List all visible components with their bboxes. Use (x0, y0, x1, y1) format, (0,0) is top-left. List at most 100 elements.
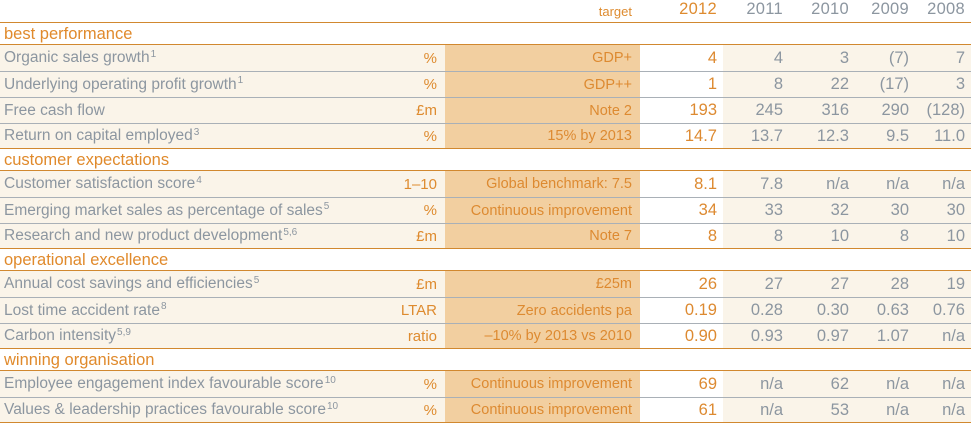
metric-label-text: Annual cost savings and efficiencies (4, 275, 253, 292)
year-header-2008: 2008 (927, 0, 965, 18)
unit-cell: % (375, 198, 445, 223)
target-cell: Global benchmark: 7.5 (445, 171, 640, 197)
value-2011: 0.93 (723, 324, 789, 348)
value-2009: n/a (855, 371, 915, 397)
table-row: Underlying operating profit growth 1 % GD… (0, 71, 971, 97)
value-2011: 33 (723, 198, 789, 223)
value-2012: 26 (640, 271, 723, 297)
metric-label: Return on capital employed 3 (0, 124, 375, 148)
value-2008: 30 (915, 198, 971, 223)
unit-cell: 1–10 (375, 171, 445, 197)
value-2011: n/a (723, 398, 789, 422)
target-cell: –10% by 2013 vs 2010 (445, 324, 640, 348)
unit-cell: % (375, 45, 445, 71)
value-2010: 22 (789, 72, 855, 97)
value-2010: n/a (789, 171, 855, 197)
value-2008: 7 (915, 45, 971, 71)
footnote-marker: 10 (326, 400, 339, 412)
value-2009: 28 (855, 271, 915, 297)
value-2012: 193 (640, 98, 723, 123)
value-2010: 0.30 (789, 298, 855, 323)
metric-label: Carbon intensity 5,9 (0, 324, 375, 348)
value-2012: 61 (640, 398, 723, 422)
metric-label-text: Carbon intensity (4, 327, 117, 344)
footnote-marker: 1 (150, 48, 157, 60)
metric-label-text: Employee engagement index favourable sco… (4, 375, 324, 392)
value-2009: (17) (855, 72, 915, 97)
value-2008: 3 (915, 72, 971, 97)
value-2010: 316 (789, 98, 855, 123)
metric-label: Research and new product development 5,6 (0, 224, 375, 248)
value-2008: 11.0 (915, 124, 971, 148)
footnote-marker: 5,6 (283, 226, 298, 238)
value-2012: 0.19 (640, 298, 723, 323)
metric-label-text: Customer satisfaction score (4, 175, 196, 192)
value-2011: 0.28 (723, 298, 789, 323)
metric-label: Underlying operating profit growth 1 (0, 72, 375, 97)
target-cell: GDP++ (445, 72, 640, 97)
metric-label-text: Return on capital employed (4, 127, 193, 144)
value-2010: 32 (789, 198, 855, 223)
table-row: Lost time accident rate 8 LTAR Zero accid… (0, 297, 971, 323)
value-2010: 10 (789, 224, 855, 248)
table-row: Annual cost savings and efficiencies 5 £m… (0, 271, 971, 297)
column-header-row: target 2012 2011 2010 2009 2008 (0, 0, 971, 23)
metric-label-text: Free cash flow (4, 101, 105, 119)
value-2008: n/a (915, 398, 971, 422)
section-title: best performance (0, 23, 971, 45)
value-2008: (128) (915, 98, 971, 123)
table-row: Organic sales growth 1 % GDP+ 4 4 3 (7) 7 (0, 45, 971, 71)
metric-label-text: Research and new product development (4, 227, 283, 244)
footnote-marker: 5 (253, 274, 260, 286)
section-title: customer expectations (0, 149, 971, 171)
footnote-marker: 4 (196, 174, 202, 186)
value-2008: n/a (915, 324, 971, 348)
section-winning-organisation: winning organisation Employee engagement… (0, 349, 971, 423)
value-2011: 7.8 (723, 171, 789, 197)
value-2011: 13.7 (723, 124, 789, 148)
value-2008: 10 (915, 224, 971, 248)
year-header-2009: 2009 (871, 0, 909, 18)
value-2011: 27 (723, 271, 789, 297)
value-2010: 62 (789, 371, 855, 397)
value-2009: 9.5 (855, 124, 915, 148)
metric-label-text: Values & leadership practices favourable… (4, 401, 326, 418)
value-2009: n/a (855, 171, 915, 197)
unit-cell: £m (375, 224, 445, 248)
value-2010: 12.3 (789, 124, 855, 148)
table-row: Free cash flow £m Note 2 193 245 316 290… (0, 97, 971, 123)
table-row: Values & leadership practices favourable… (0, 397, 971, 423)
metric-label: Lost time accident rate 8 (0, 298, 375, 323)
value-2009: 0.63 (855, 298, 915, 323)
unit-cell: £m (375, 271, 445, 297)
target-cell: Note 2 (445, 98, 640, 123)
value-2010: 0.97 (789, 324, 855, 348)
footnote-marker: 1 (237, 75, 244, 86)
metric-label: Emerging market sales as percentage of s… (0, 198, 375, 223)
target-cell: 15% by 2013 (445, 124, 640, 148)
value-2012: 8.1 (640, 171, 723, 197)
value-2009: 30 (855, 198, 915, 223)
value-2012: 1 (640, 72, 723, 97)
unit-cell: % (375, 371, 445, 397)
value-2008: n/a (915, 171, 971, 197)
footnote-marker: 5 (323, 201, 330, 212)
section-operational-excellence: operational excellence Annual cost savin… (0, 249, 971, 349)
metric-label: Free cash flow (0, 98, 375, 123)
value-2012: 69 (640, 371, 723, 397)
unit-cell: % (375, 124, 445, 148)
unit-cell: ratio (375, 324, 445, 348)
section-title: operational excellence (0, 249, 971, 271)
footnote-marker: 8 (160, 301, 167, 312)
value-2011: 8 (723, 72, 789, 97)
metric-label-text: Emerging market sales as percentage of s… (4, 201, 323, 219)
value-2010: 27 (789, 271, 855, 297)
year-header-2012: 2012 (679, 0, 717, 18)
value-2008: n/a (915, 371, 971, 397)
footnote-marker: 3 (193, 126, 200, 138)
target-cell: GDP+ (445, 45, 640, 71)
value-2011: 4 (723, 45, 789, 71)
table-row: Carbon intensity 5,9 ratio –10% by 2013 v… (0, 323, 971, 349)
section-customer-expectations: customer expectations Customer satisfact… (0, 149, 971, 249)
